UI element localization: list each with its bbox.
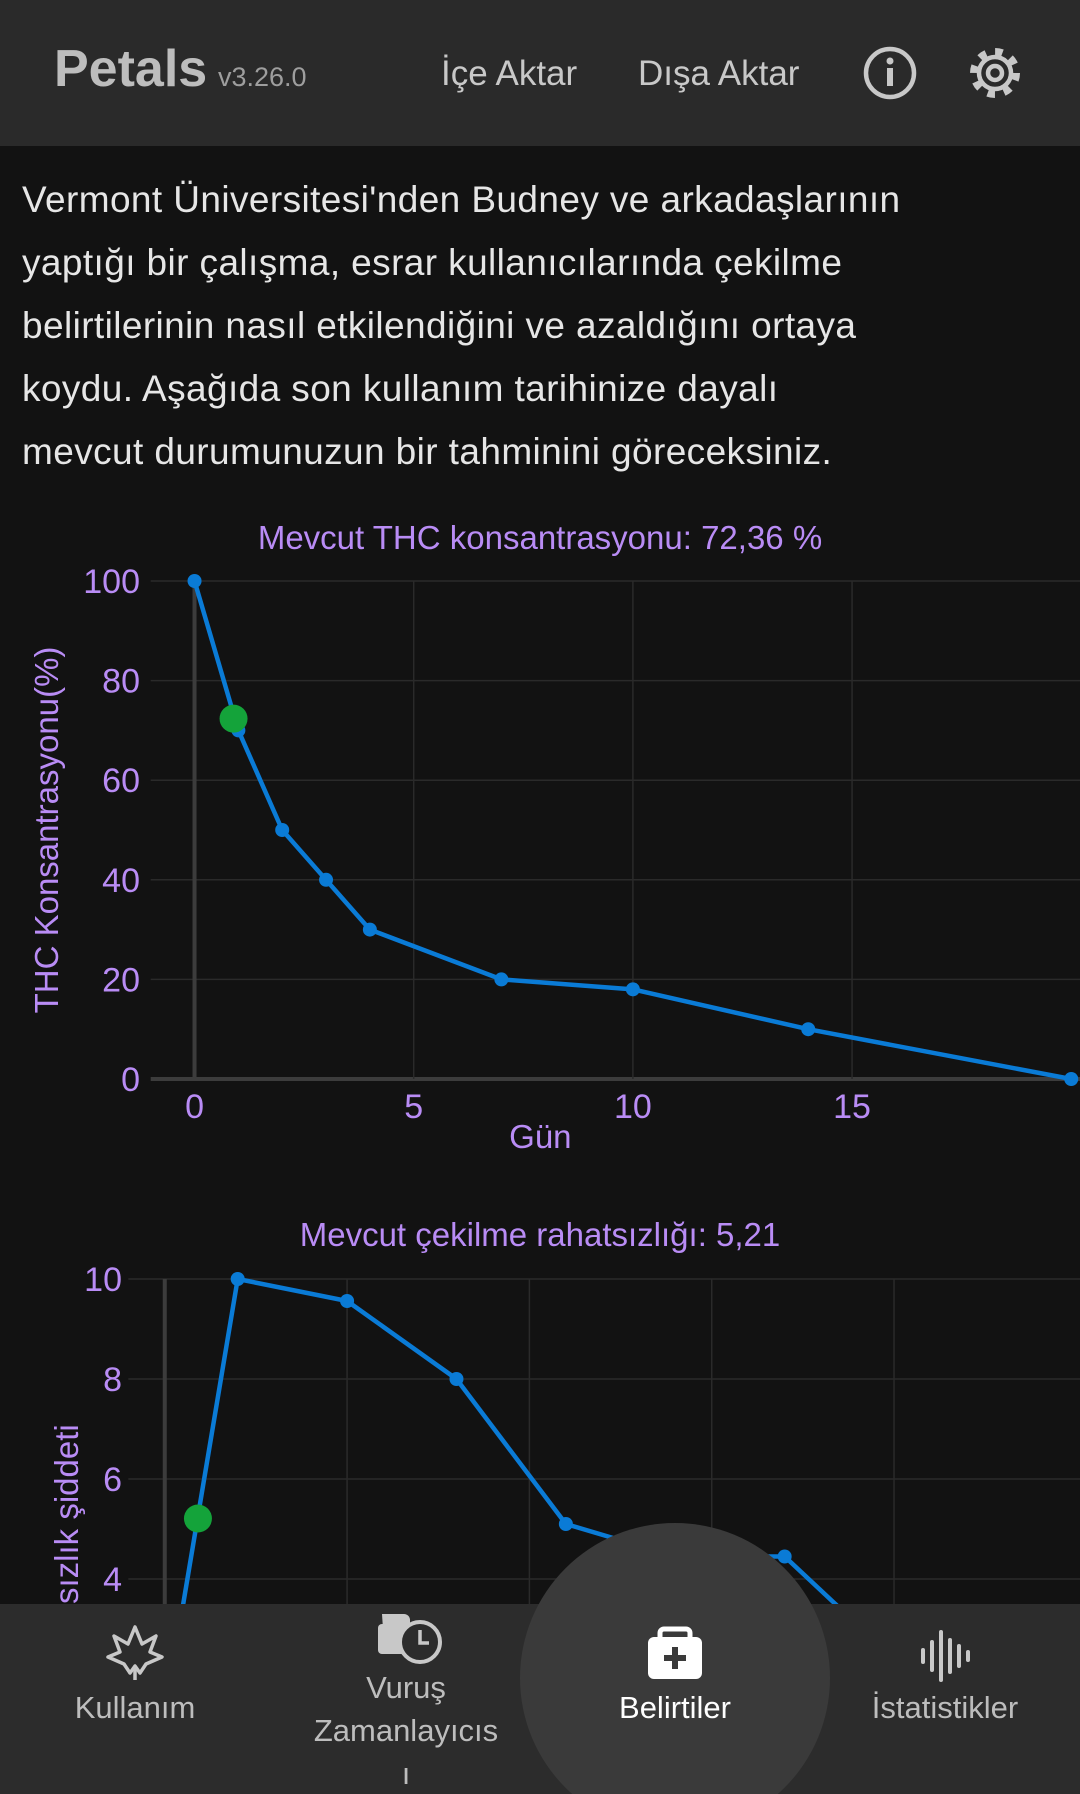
x-tick-label: 10 <box>614 1088 652 1126</box>
import-button[interactable]: İçe Aktar <box>441 54 578 93</box>
intro-text: Vermont Üniversitesi'nden Budney ve arka… <box>22 179 901 472</box>
data-point <box>1064 1072 1079 1086</box>
intro-line: belirtilerinin nasıl etkilendiğini ve az… <box>22 305 856 346</box>
app-bar-bg <box>0 0 1080 146</box>
app-bar: Petals v3.26.0 İçe Aktar Dışa Aktar <box>0 0 1080 146</box>
data-point <box>319 872 334 887</box>
y-tick-label: 20 <box>102 961 140 999</box>
y-tick-label: 10 <box>84 1261 122 1299</box>
y-axis-label: THC Konsantrasyonu(%) <box>28 647 65 1014</box>
chart-title: Mevcut THC konsantrasyonu: 72,36 % <box>258 519 822 556</box>
symptoms-icon <box>648 1626 702 1679</box>
export-button[interactable]: Dışa Aktar <box>638 54 800 93</box>
data-point <box>801 1022 816 1037</box>
data-point <box>187 574 202 588</box>
intro-line: yaptığı bir çalışma, esrar kullanıcıları… <box>22 242 842 283</box>
settings-button[interactable] <box>970 48 1020 98</box>
nav-tab-label[interactable]: İstatistikler <box>872 1690 1018 1725</box>
bottom-nav: Kullanım Vuruş Zamanlayıcıs ı Belirtiler İsta… <box>0 1523 1080 1794</box>
y-tick-label: 100 <box>83 563 140 601</box>
y-tick-label: 6 <box>103 1461 122 1499</box>
data-point <box>362 922 377 937</box>
nav-tab-label[interactable]: Zamanlayıcıs <box>314 1713 498 1748</box>
chart: Mevcut THC konsantrasyonu: 72,36 % 0 20 40 6… <box>28 519 1080 1155</box>
data-point <box>625 982 640 997</box>
y-tick-label: 4 <box>103 1561 122 1599</box>
nav-tab-label[interactable]: ı <box>402 1756 411 1791</box>
x-tick-label: 5 <box>404 1088 423 1126</box>
current-point <box>219 704 248 733</box>
intro-line: Vermont Üniversitesi'nden Budney ve arka… <box>22 179 901 220</box>
timer-icon <box>378 1614 442 1664</box>
usage-icon <box>106 1625 164 1680</box>
current-point <box>183 1504 212 1533</box>
data-point <box>340 1294 355 1308</box>
y-axis-label: sızlık şiddeti <box>48 1424 85 1604</box>
app-version: v3.26.0 <box>218 62 307 92</box>
nav-tab-label[interactable]: Kullanım <box>75 1690 196 1725</box>
data-point <box>777 1549 792 1564</box>
data-point <box>494 972 509 987</box>
y-tick-label: 40 <box>102 862 140 900</box>
x-tick-label: 15 <box>833 1088 871 1126</box>
data-point <box>230 1272 245 1286</box>
y-tick-label: 80 <box>102 663 140 701</box>
info-button[interactable] <box>863 46 917 100</box>
chart-title: Mevcut çekilme rahatsızlığı: 5,21 <box>300 1216 781 1253</box>
stats-icon <box>921 1630 970 1682</box>
intro-line: koydu. Aşağıda son kullanım tarihinize d… <box>22 368 778 409</box>
y-tick-label: 0 <box>121 1061 140 1099</box>
charts: Mevcut THC konsantrasyonu: 72,36 %020406… <box>28 519 1080 1779</box>
y-tick-label: 60 <box>102 762 140 800</box>
app-title: Petals <box>54 40 207 98</box>
nav-tab-label[interactable]: Vuruş <box>366 1670 446 1705</box>
nav-tab-label[interactable]: Belirtiler <box>619 1690 731 1725</box>
data-point <box>449 1372 464 1386</box>
y-tick-label: 8 <box>103 1361 122 1399</box>
x-axis-label: Gün <box>509 1118 571 1155</box>
x-tick-label: 0 <box>185 1088 204 1126</box>
data-point <box>558 1517 573 1531</box>
data-point <box>275 823 290 837</box>
intro-line: mevcut durumunuzun bir tahminini görecek… <box>22 431 832 472</box>
